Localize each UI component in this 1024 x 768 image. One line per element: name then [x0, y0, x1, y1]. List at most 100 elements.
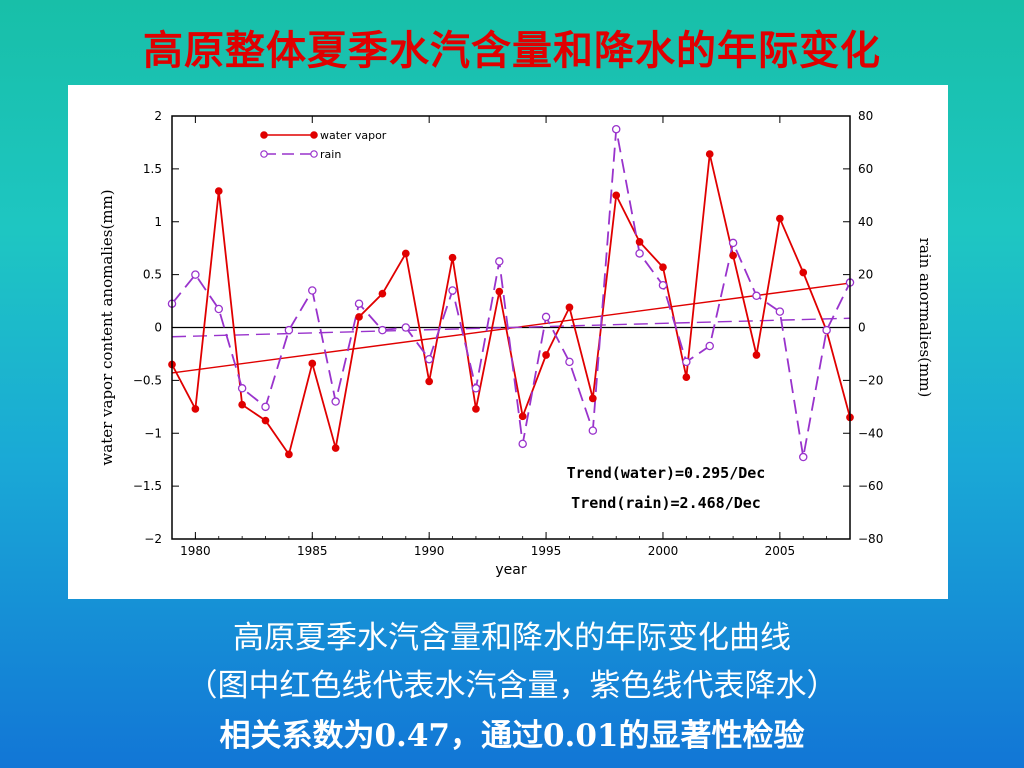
legend-marker-rain — [310, 150, 318, 158]
legend-marker-rain — [260, 150, 268, 158]
chart-svg: 1980 1985 1990 1995 2000 2005 2 1.5 1 0.5 0 −0.5 −1 −… — [98, 109, 934, 578]
chart-panel: 1980 1985 1990 1995 2000 2005 2 1.5 1 0.5 0 −0.5 −1 −… — [68, 85, 948, 599]
y-right-tick-label: 80 — [858, 109, 873, 123]
point-water-vapor — [752, 351, 761, 359]
point-water-vapor — [378, 289, 387, 298]
point-rain — [775, 307, 785, 316]
point-rain — [214, 304, 224, 314]
y-left-tick-label: −1 — [144, 426, 162, 440]
y-left-tick-label: 1.5 — [143, 162, 162, 176]
y-left-tick-label: 1 — [154, 215, 162, 229]
point-rain — [565, 357, 574, 367]
point-water-vapor — [308, 359, 317, 368]
point-water-vapor — [191, 405, 200, 413]
caption-line-3: 相关系数为0.47，通过0.01的显著性检验 — [219, 718, 805, 754]
point-water-vapor — [799, 268, 808, 277]
x-tick-label: 1985 — [297, 544, 328, 558]
x-tick-label: 1995 — [531, 544, 562, 558]
point-rain — [682, 357, 691, 367]
point-rain — [284, 325, 294, 335]
y-right-tick-label: 40 — [858, 215, 873, 229]
point-rain — [448, 286, 457, 295]
y-left-tick-label: −1.5 — [133, 479, 162, 493]
y-right-tick-label: −40 — [858, 426, 883, 440]
y-right-tick-label: −80 — [858, 532, 883, 546]
x-tick-label: 1980 — [180, 544, 211, 558]
y-left-tick-label: 0.5 — [143, 268, 162, 282]
y-right-tick-label: 60 — [858, 162, 873, 176]
point-water-vapor — [425, 377, 434, 386]
point-rain — [658, 280, 668, 290]
x-tick-label: 1990 — [414, 544, 445, 558]
y-right-tick-label: 0 — [858, 321, 866, 335]
point-water-vapor — [635, 237, 644, 246]
axes: 1980 1985 1990 1995 2000 2005 2 1.5 1 0.5 0 −0.5 −1 −… — [133, 109, 883, 558]
point-water-vapor — [682, 373, 691, 382]
y-left-tick-label: 0 — [154, 321, 162, 335]
point-water-vapor — [238, 400, 246, 409]
point-rain — [308, 286, 317, 295]
point-rain — [424, 354, 434, 364]
y-left-tick-label: 2 — [154, 109, 162, 123]
x-tick-label: 2000 — [648, 544, 679, 558]
point-water-vapor — [518, 412, 527, 421]
point-water-vapor — [705, 150, 714, 158]
point-water-vapor — [285, 450, 293, 459]
trendlines — [171, 282, 851, 374]
series-line-water-vapor — [171, 153, 851, 457]
point-water-vapor — [472, 405, 480, 413]
point-rain — [191, 270, 200, 279]
point-rain — [401, 323, 411, 332]
y-axis-right-title: rain anormalies(mm) — [916, 238, 934, 398]
series-lines — [171, 129, 851, 458]
slide-title: 高原整体夏季水汽含量和降水的年际变化 — [143, 27, 881, 74]
point-rain — [471, 384, 481, 393]
point-water-vapor — [542, 351, 550, 359]
legend-label-water-vapor: water vapor — [320, 129, 387, 142]
point-rain — [261, 402, 270, 412]
caption-line-1: 高原夏季水汽含量和降水的年际变化曲线 — [233, 620, 791, 656]
point-water-vapor — [448, 253, 457, 262]
point-rain — [354, 299, 364, 308]
point-water-vapor — [214, 187, 223, 195]
point-rain — [495, 257, 504, 266]
point-rain — [378, 325, 387, 335]
point-rain — [822, 325, 831, 335]
y-right-tick-label: −60 — [858, 479, 883, 493]
point-rain — [705, 341, 714, 351]
point-water-vapor — [261, 416, 270, 425]
point-rain — [798, 452, 808, 462]
legend-marker-water-vapor — [310, 131, 318, 139]
trendline-rain — [171, 317, 851, 338]
trend-water-annotation: Trend(water)=0.295/Dec — [567, 464, 766, 482]
point-rain — [331, 397, 340, 406]
series-markers — [167, 124, 855, 462]
trend-rain-annotation: Trend(rain)=2.468/Dec — [571, 494, 761, 512]
point-rain — [588, 426, 598, 435]
point-rain — [237, 384, 247, 393]
series-line-rain — [171, 129, 851, 458]
point-rain — [635, 249, 644, 258]
y-right-tick-label: 20 — [858, 268, 873, 282]
point-rain — [728, 238, 738, 248]
point-water-vapor — [331, 444, 340, 452]
point-rain — [611, 124, 621, 134]
point-water-vapor — [495, 287, 504, 296]
legend: water vapor rain — [260, 129, 387, 161]
y-left-tick-label: −0.5 — [133, 373, 162, 387]
point-water-vapor — [659, 263, 667, 272]
point-water-vapor — [565, 303, 574, 312]
point-water-vapor — [401, 249, 410, 258]
point-rain — [752, 291, 761, 301]
point-water-vapor — [729, 251, 737, 260]
caption-line-2: （图中红色线代表水汽含量，紫色线代表降水） — [186, 668, 838, 704]
y-axis-left-title: water vapor content anomalies(mm) — [98, 189, 116, 465]
point-rain — [518, 439, 527, 449]
legend-marker-water-vapor — [260, 131, 268, 139]
point-water-vapor — [355, 313, 363, 321]
y-left-tick-label: −2 — [144, 532, 162, 546]
point-water-vapor — [776, 214, 784, 223]
point-water-vapor — [588, 394, 597, 403]
legend-label-rain: rain — [320, 148, 341, 161]
x-tick-label: 2005 — [765, 544, 796, 558]
